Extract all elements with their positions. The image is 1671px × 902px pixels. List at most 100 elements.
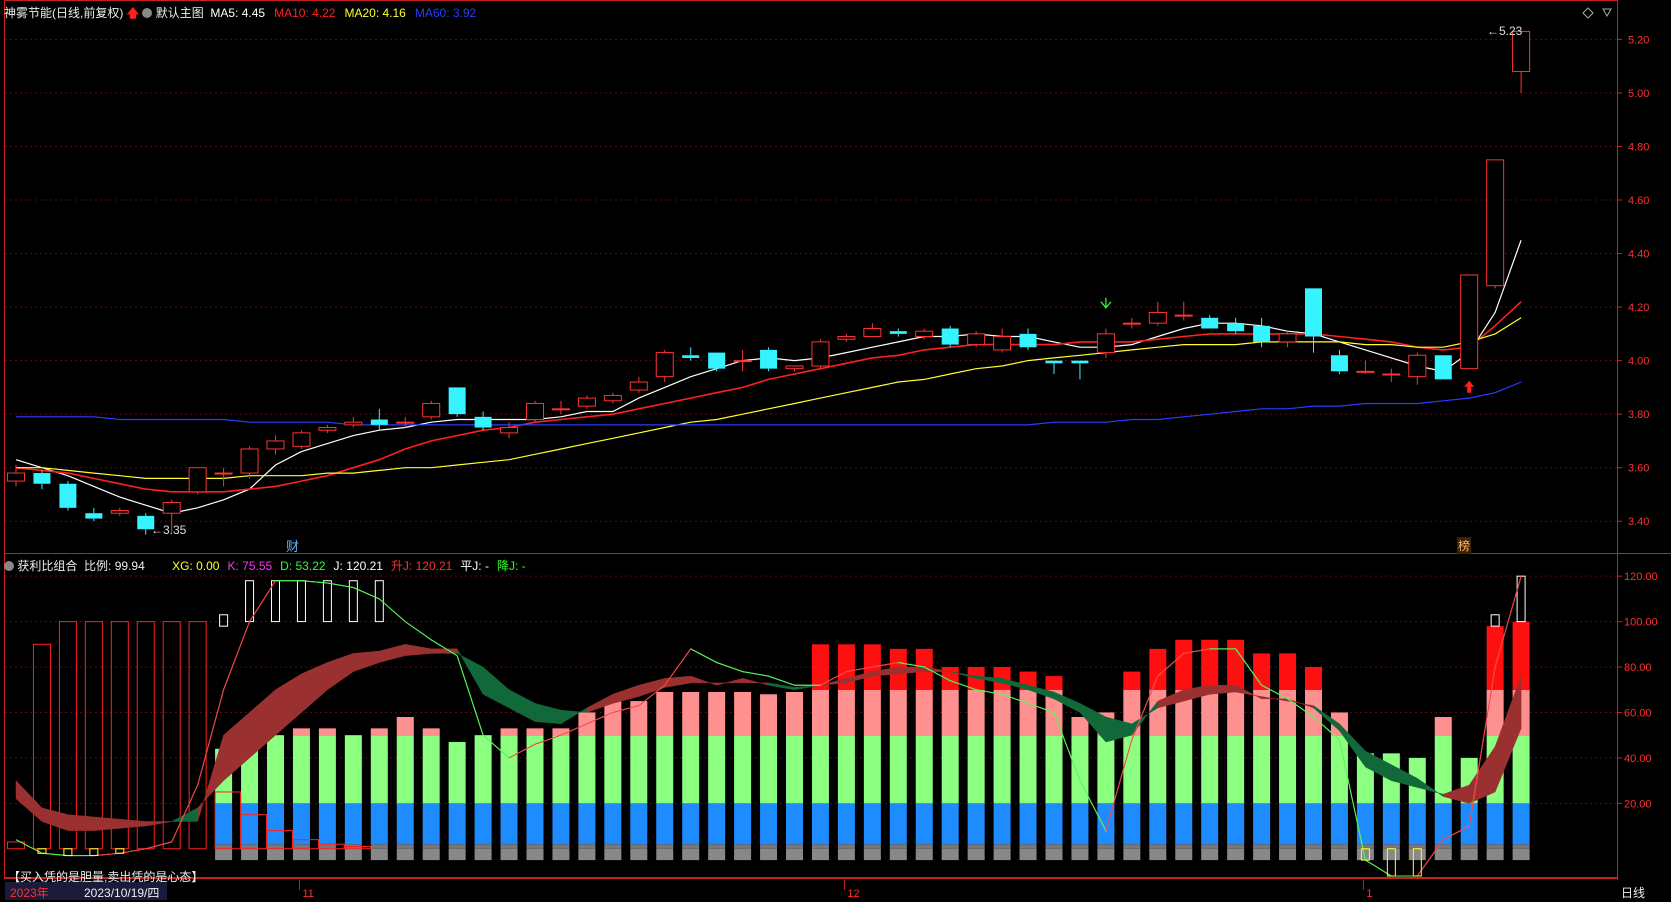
year-label: 2023年 [10, 886, 49, 900]
up-arrow-icon: 🡅 [126, 6, 140, 20]
profit-bar [344, 735, 362, 861]
candle [1096, 328, 1115, 358]
candle [760, 347, 778, 372]
profit-bar [760, 694, 778, 861]
stock-name[interactable]: 神雾节能 [4, 6, 53, 20]
candle [1278, 331, 1297, 348]
j-trend-segment [560, 723, 588, 736]
profit-bar [1434, 717, 1452, 861]
candle [1148, 301, 1167, 326]
indicator-tick-label: 60.00 [1624, 707, 1652, 719]
top-box [1490, 614, 1500, 627]
finance-marker[interactable]: 财 [286, 539, 300, 554]
profit-bar [1356, 753, 1374, 861]
j-trend-segment [586, 711, 614, 725]
indicator-legend-item: 平J: - [460, 559, 489, 573]
j-trend-segment [872, 661, 899, 668]
candle [162, 499, 181, 532]
candle [240, 446, 259, 479]
j-trend-segment [1105, 739, 1133, 831]
candle [33, 470, 51, 490]
candle [344, 416, 363, 428]
candle [1460, 274, 1479, 370]
profit-ratio-chart [7, 575, 1530, 877]
candle [1330, 349, 1348, 375]
price-tick-label: 4.80 [1628, 141, 1649, 153]
profit-bar [370, 728, 388, 861]
price-tick-label: 3.80 [1628, 409, 1649, 421]
dropdown-icon[interactable] [142, 8, 153, 18]
kd-ribbon-segment [67, 814, 95, 831]
j-trend-segment [1261, 684, 1288, 700]
ma-legend: MA5: 4.45 MA10: 4.22 MA20: 4.16 MA60: 3.92 [210, 6, 485, 20]
j-trend-segment [1235, 648, 1263, 686]
candle [993, 328, 1012, 353]
candle [551, 400, 570, 415]
profit-bar [656, 692, 674, 861]
annotations [1100, 297, 1475, 393]
date-label: 2023/10/19/四 [84, 886, 160, 900]
negative-j-box [37, 848, 47, 854]
triangle-down-icon[interactable] [1602, 8, 1612, 18]
j-trend-segment [1131, 675, 1159, 740]
j-trend-segment [223, 621, 251, 690]
j-trend-segment [534, 734, 562, 745]
profit-bar [422, 728, 440, 861]
month-label: 12 [847, 888, 859, 900]
negative-j-box [63, 848, 73, 857]
j-trend-segment [197, 689, 225, 786]
diamond-icon[interactable] [1582, 7, 1594, 19]
j-trend-segment [1183, 648, 1210, 654]
template-name[interactable]: 默认主图 [155, 6, 204, 20]
profit-bar [967, 667, 985, 861]
ma-legend-item: MA20: 4.16 [344, 6, 406, 20]
dropdown-icon[interactable] [4, 561, 14, 571]
profit-bar [863, 644, 881, 861]
candle [1071, 360, 1089, 380]
price-tick-label: 5.00 [1628, 88, 1649, 100]
candle [1408, 352, 1427, 385]
j-trend-segment [1468, 666, 1496, 827]
period-button[interactable]: 日线 [1621, 886, 1646, 900]
profit-bar [1045, 676, 1063, 861]
j-trend-segment [820, 671, 847, 686]
candle [474, 411, 492, 431]
j-trend-segment [249, 580, 276, 622]
candle [396, 416, 415, 428]
profit-bar [162, 621, 181, 850]
ratio-value: 99.94 [114, 559, 145, 573]
candle [915, 328, 934, 340]
negative-j-box [1386, 848, 1396, 877]
price-tick-label: 3.60 [1628, 463, 1649, 475]
period-label: (日线,前复权) [52, 6, 124, 20]
profit-bar [786, 692, 803, 861]
candle [214, 467, 233, 487]
candle [1227, 317, 1245, 334]
j-trend-segment [430, 639, 458, 657]
candle [1253, 317, 1271, 348]
candle [655, 349, 674, 383]
candle [7, 465, 25, 487]
j-trend-segment [1079, 780, 1107, 831]
profit-bar [396, 717, 414, 861]
indicator-title[interactable]: 获利比组合 [17, 559, 78, 573]
profit-bar [1305, 667, 1322, 861]
profit-bar [318, 728, 336, 861]
candle [188, 467, 207, 495]
profit-bar [448, 741, 466, 861]
rank-marker[interactable]: 榜 [1457, 537, 1472, 554]
candle [59, 481, 77, 511]
indicator-legend-item: D: 53.22 [280, 559, 326, 573]
indicator-legend-item: 升J: 120.21 [390, 559, 453, 573]
candle [682, 347, 700, 361]
top-box [374, 580, 384, 623]
j-trend-segment [1027, 702, 1055, 713]
j-trend-segment [171, 784, 199, 843]
ma-line-ma60 [16, 381, 1522, 426]
j-trend-segment [145, 841, 172, 850]
candle [526, 400, 544, 423]
month-label: 1 [1366, 888, 1372, 900]
indicator-tick-label: 120.00 [1624, 571, 1658, 583]
candle [1174, 301, 1193, 321]
